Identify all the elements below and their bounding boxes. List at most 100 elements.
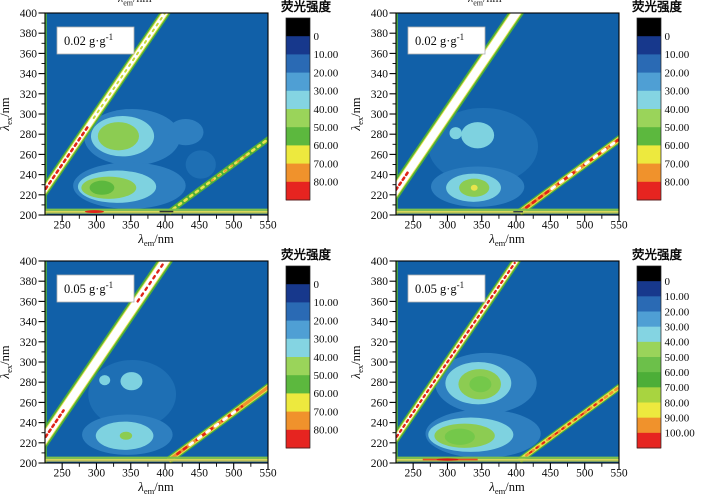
y-tick-label: 220	[20, 190, 38, 202]
y-tick-label: 300	[20, 357, 38, 369]
colorbar-tick-label: 60.00	[314, 388, 339, 400]
colorbar-tick-label: 80.00	[314, 177, 339, 189]
x-tick-label: 450	[542, 468, 560, 480]
colorbar-band	[637, 127, 661, 146]
colorbar-band	[637, 54, 661, 74]
second-order-scatter-dots	[528, 396, 607, 454]
rayleigh-scatter-dots	[396, 261, 516, 438]
y-tick-label: 240	[20, 170, 38, 182]
colorbar-tick-label: 30.00	[314, 334, 339, 346]
baseline-band	[396, 456, 619, 459]
colorbar-band	[286, 357, 310, 376]
fluorescence-peak	[470, 184, 478, 191]
colorbar-tick-label: 50.00	[665, 122, 690, 134]
colorbar-band	[286, 266, 310, 285]
y-tick-label: 300	[371, 357, 389, 369]
colorbar-tick-label: 60.00	[314, 140, 339, 152]
colorbar-band	[286, 127, 310, 146]
y-tick-label: 400	[371, 256, 389, 268]
colorbar-tick-label: 10.00	[665, 49, 690, 61]
concentration-label-box	[407, 274, 486, 303]
second-order-scatter-dots	[210, 153, 249, 182]
colorbar-band	[286, 284, 310, 303]
fluorescence-peak	[120, 372, 143, 391]
colorbar-outline	[285, 265, 311, 449]
colorbar-band	[286, 393, 310, 413]
x-tick-label: 350	[473, 220, 491, 232]
colorbar-band	[637, 387, 661, 403]
fluorescence-peak	[89, 180, 115, 195]
x-tick-label: 300	[439, 220, 457, 232]
colorbar-band	[286, 375, 310, 394]
y-tick-label: 340	[371, 317, 389, 329]
x-axis-title: λem/nm	[488, 479, 525, 496]
x-tick-label: 550	[610, 468, 628, 480]
x-tick-label: 550	[259, 468, 277, 480]
y-axis-title: λex/nm	[0, 97, 14, 131]
cropped-axis-label-top: λem/nm	[468, 0, 502, 6]
colorbar-tick-label: 70.00	[314, 406, 339, 418]
fluorescence-peak	[449, 127, 462, 140]
colorbar-tick-label: 30.00	[314, 86, 339, 98]
y-tick-label: 260	[20, 149, 38, 161]
colorbar-band	[286, 338, 310, 358]
fluorescence-peak	[461, 122, 495, 149]
colorbar-band	[637, 296, 661, 312]
colorbar-band	[637, 357, 661, 373]
baseline-band	[45, 212, 268, 214]
y-tick-label: 380	[20, 28, 38, 40]
colorbar-band	[637, 163, 661, 183]
colorbar-tick-label: 30.00	[665, 86, 690, 98]
y-tick-label: 240	[20, 418, 38, 430]
x-tick-label: 500	[225, 468, 243, 480]
y-tick-label: 320	[20, 337, 38, 349]
rayleigh-scatter-dots	[396, 169, 411, 192]
colorbar-tick-label: 0	[665, 276, 671, 288]
plot-area	[45, 261, 268, 463]
fluorescence-peak	[97, 122, 140, 151]
y-tick-label: 400	[20, 256, 38, 268]
colorbar-tick-label: 40.00	[665, 104, 690, 116]
eem-plot: 400 380 360 340 320 300 280 260 240 220 200 250 300 3…	[0, 0, 339, 248]
colorbar-outline	[285, 17, 311, 201]
concentration-label: 0.05 g·g-1	[64, 280, 113, 296]
colorbar-tick-label: 80.00	[314, 425, 339, 437]
baseline-band	[45, 458, 268, 461]
colorbar-tick-label: 20.00	[665, 67, 690, 79]
y-tick-label: 380	[371, 28, 389, 40]
colorbar-band	[286, 36, 310, 55]
baseline-band	[45, 456, 268, 459]
y-tick-label: 240	[371, 170, 389, 182]
colorbar-tick-label: 0	[314, 279, 320, 291]
baseline-band	[45, 208, 268, 211]
y-tick-label: 320	[371, 337, 389, 349]
colorbar-tick-label: 40.00	[665, 337, 690, 349]
y-tick-label: 260	[371, 397, 389, 409]
x-tick-label: 350	[122, 468, 140, 480]
baseline-band	[396, 210, 619, 213]
eem-panel-top-left: 400 380 360 340 320 300 280 260 240 220 200 250 300 3…	[0, 0, 351, 248]
concentration-label: 0.05 g·g-1	[415, 280, 464, 296]
eem-plot: 400 380 360 340 320 300 280 260 240 220 200 250 300 3…	[348, 0, 690, 248]
rayleigh-scatter-dots	[136, 261, 167, 303]
fluorescence-peak	[119, 431, 133, 440]
y-tick-label: 260	[371, 149, 389, 161]
eem-plot: 400 380 360 340 320 300 280 260 240 220 200 250 300 3…	[348, 247, 695, 496]
colorbar-band	[637, 281, 661, 297]
colorbar-tick-label: 50.00	[314, 370, 339, 382]
left-edge-band	[45, 261, 47, 463]
plot-area	[45, 13, 268, 215]
x-tick-label: 450	[191, 468, 209, 480]
colorbar-tick-label: 60.00	[665, 140, 690, 152]
colorbar-tick-label: 40.00	[314, 104, 339, 116]
x-tick-label: 300	[439, 468, 457, 480]
x-tick-label: 350	[473, 468, 491, 480]
x-tick-label: 300	[88, 220, 106, 232]
colorbar-title: 荧光强度	[632, 0, 683, 14]
x-tick-label: 500	[576, 220, 594, 232]
x-tick-label: 250	[405, 468, 423, 480]
fluorescence-peak	[444, 428, 475, 445]
colorbar-tick-label: 80.00	[665, 397, 690, 409]
rayleigh-scatter-dots	[92, 13, 167, 120]
colorbar-tick-label: 20.00	[314, 315, 339, 327]
